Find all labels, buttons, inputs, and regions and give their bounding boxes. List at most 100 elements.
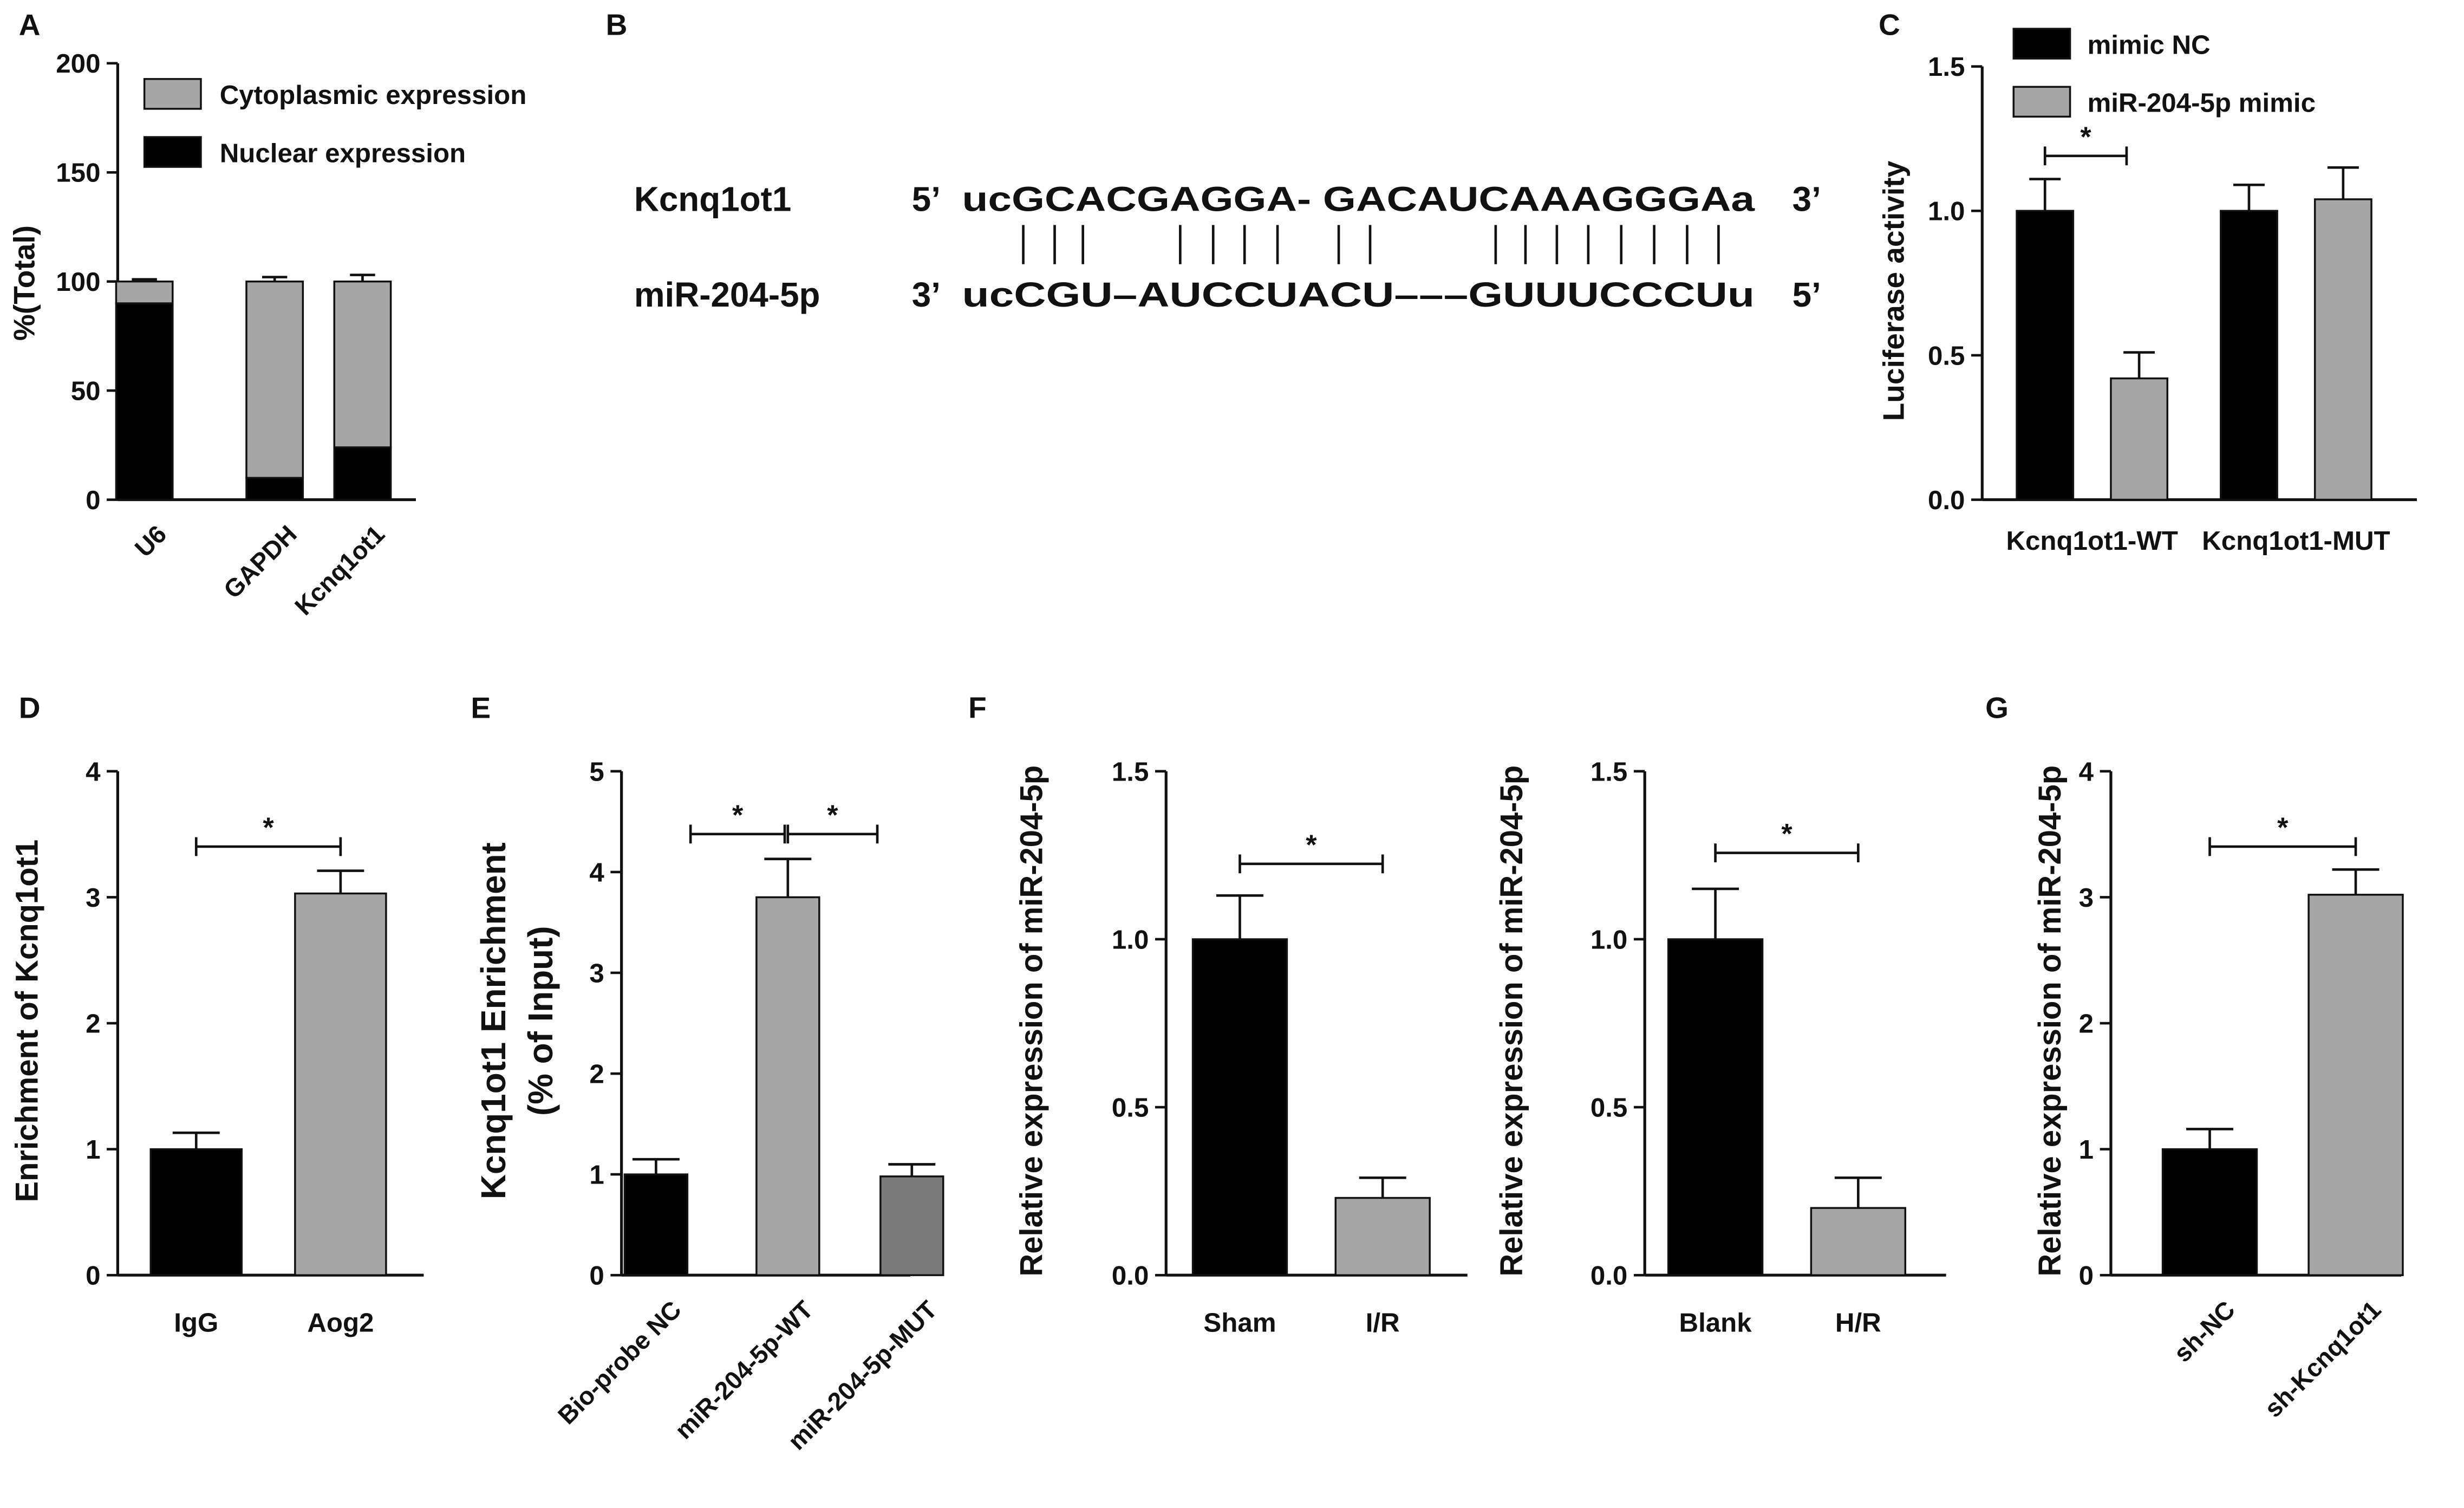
chart-f2: 0.0 0.5 1.0 1.5 Relative expression of miR-2… <box>1495 757 1946 1337</box>
y-tick-label: 1 <box>589 1160 604 1190</box>
y-tick-label: 4 <box>589 857 604 887</box>
bar <box>1334 1197 1431 1276</box>
bar <box>2307 894 2404 1276</box>
y-tick-label: 1.0 <box>1928 197 1965 226</box>
bar-a-cytoplasmic-expression <box>245 280 304 479</box>
x-tick-label: Sham <box>1203 1308 1276 1337</box>
y-tick-label: 0.5 <box>1928 341 1965 370</box>
bar <box>879 1175 944 1276</box>
panel-label-e: E <box>471 691 491 724</box>
panel-label-c: C <box>1879 8 1900 42</box>
y-tick-label: 50 <box>71 376 101 406</box>
significance-marker: * <box>1306 829 1317 861</box>
significance-marker: * <box>1781 818 1792 850</box>
legend-label: mimic NC <box>2087 30 2210 60</box>
x-tick-label: U6 <box>129 520 172 563</box>
y-tick-label: 0.0 <box>1590 1261 1627 1291</box>
mirna-sequence: ucCGU–AUCCUACU–––GUUUCCCUu <box>962 275 1755 314</box>
bar <box>755 896 820 1276</box>
x-tick-label: sh-Kcnq1ot1 <box>2259 1295 2386 1422</box>
bar-c-mir-204-5p-mimic <box>2110 377 2168 501</box>
panel-label-a: A <box>19 8 41 42</box>
significance-marker: * <box>2080 121 2091 153</box>
y-tick-label: 200 <box>56 49 100 79</box>
y-tick-label: 0.5 <box>1590 1093 1627 1122</box>
x-tick-label: IgG <box>174 1308 218 1337</box>
y-axis-label: Enrichment of Kcnq1ot1 <box>10 840 45 1202</box>
chart-c: 0.0 0.5 1.0 1.5 Luciferase activity Kcnq1ot1-… <box>1876 28 2417 556</box>
x-tick-label: GAPDH <box>218 520 302 604</box>
y-tick-label: 1.0 <box>1590 925 1627 954</box>
x-tick-label: Kcnq1ot1-MUT <box>2202 526 2390 556</box>
legend-label: Cytoplasmic expression <box>220 80 527 110</box>
y-tick-label: 0 <box>2079 1261 2094 1291</box>
y-tick-label: 150 <box>56 158 100 188</box>
bar <box>623 1173 689 1276</box>
sequence-pairing-panel: Kcnq1ot1 5’ ucGCACGAGGA- GACAUCAAAGGGAa … <box>634 179 1821 314</box>
panel-label-b: B <box>606 8 628 42</box>
legend-swatch <box>143 136 202 168</box>
y-tick-label: 3 <box>589 958 604 988</box>
y-tick-label: 1.5 <box>1112 757 1149 786</box>
y-tick-label: 0.5 <box>1112 1093 1149 1122</box>
y-axis-label: (% of Input) <box>521 926 560 1116</box>
bar <box>294 892 387 1276</box>
x-tick-label: Blank <box>1679 1308 1752 1337</box>
y-tick-label: 2 <box>2079 1009 2094 1038</box>
bar <box>1667 938 1764 1276</box>
y-tick-label: 0.0 <box>1928 485 1965 515</box>
bar <box>149 1148 243 1276</box>
y-tick-label: 2 <box>589 1059 604 1089</box>
y-tick-label: 0.0 <box>1112 1261 1149 1291</box>
significance-marker: * <box>263 812 274 844</box>
gene-sequence: ucGCACGAGGA- GACAUCAAAGGGAa <box>962 179 1755 218</box>
y-tick-label: 4 <box>2079 757 2094 786</box>
y-tick-label: 3 <box>86 883 100 913</box>
y-tick-label: 3 <box>2079 883 2094 913</box>
y-axis-label: Relative expression of miR-204-5p <box>1495 765 1529 1277</box>
bar-c-mimic-nc <box>2220 210 2278 501</box>
y-axis-label: Luciferase activity <box>1876 160 1910 421</box>
y-tick-label: 0 <box>589 1261 604 1291</box>
significance-marker: * <box>2277 812 2289 844</box>
bar-a-nuclear-expression <box>333 446 392 501</box>
legend-label: Nuclear expression <box>220 138 466 168</box>
panel-label-g: G <box>1985 691 2009 724</box>
legend-swatch <box>143 78 202 110</box>
y-tick-label: 5 <box>589 757 604 786</box>
chart-f1: 0.0 0.5 1.0 1.5 Relative expression of miR-2… <box>1014 757 1468 1337</box>
mirna-name-label: miR-204-5p <box>634 275 820 314</box>
bar-a-cytoplasmic-expression <box>333 280 392 448</box>
chart-e: 0 1 2 3 4 5 Kcnq1ot1 Enrichment (% of Input) Bio… <box>474 757 944 1455</box>
y-tick-label: 1.5 <box>1928 52 1965 82</box>
bar-a-nuclear-expression <box>245 477 304 501</box>
chart-g: 0 1 2 3 4 Relative expression of miR-204-5p sh… <box>2033 757 2404 1423</box>
legend-label: miR-204-5p mimic <box>2087 88 2316 118</box>
x-tick-label: Kcnq1ot1-WT <box>2006 526 2178 556</box>
base-pair-lines <box>1022 225 1720 264</box>
x-tick-label: Aog2 <box>307 1308 374 1337</box>
bar <box>2161 1148 2258 1276</box>
x-tick-label: Kcnq1ot1 <box>289 520 390 621</box>
bar-c-mimic-nc <box>2016 210 2075 501</box>
y-axis-label: Relative expression of miR-204-5p <box>1014 765 1049 1277</box>
mirna-5prime-label: 5’ <box>1792 275 1821 314</box>
x-tick-label: Bio-probe NC <box>552 1295 687 1429</box>
x-tick-label: H/R <box>1835 1308 1881 1337</box>
gene-3prime-label: 3’ <box>1792 179 1821 218</box>
bar-c-mir-204-5p-mimic <box>2313 198 2372 501</box>
gene-5prime-label: 5’ <box>912 179 941 218</box>
y-axis-label: Relative expression of miR-204-5p <box>2033 765 2068 1277</box>
mirna-3prime-label: 3’ <box>912 275 941 314</box>
gene-name-label: Kcnq1ot1 <box>634 179 791 218</box>
y-tick-label: 2 <box>86 1009 100 1038</box>
y-tick-label: 1 <box>86 1135 100 1165</box>
y-tick-label: 100 <box>56 267 100 297</box>
significance-marker: * <box>732 800 744 831</box>
significance-marker: * <box>827 800 838 831</box>
x-tick-label: I/R <box>1366 1308 1400 1337</box>
y-tick-label: 1.0 <box>1112 925 1149 954</box>
